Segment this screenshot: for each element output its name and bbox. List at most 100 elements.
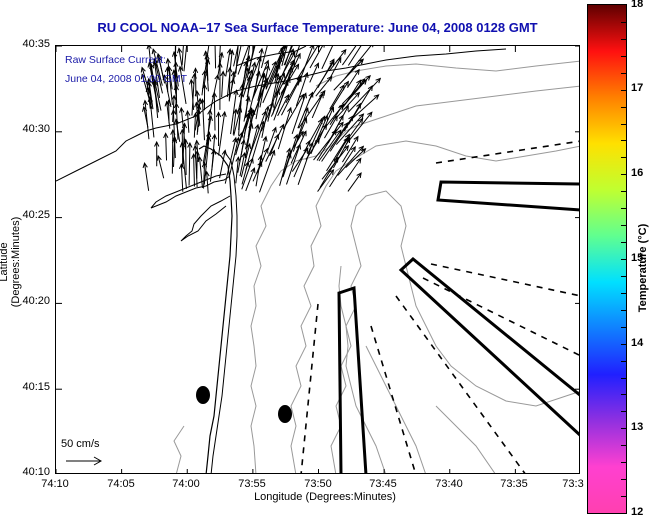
current-vector [260, 102, 274, 132]
transect-boxes [337, 180, 579, 473]
scale-arrow [66, 456, 103, 466]
current-vector-head [152, 61, 158, 68]
current-vector-head [270, 149, 276, 156]
xtick-label: 73:40 [435, 478, 463, 490]
current-vector-head [183, 138, 189, 145]
current-vector [193, 154, 195, 187]
current-vector-head [167, 65, 173, 72]
current-vector-head [356, 157, 362, 164]
current-vector-head [354, 91, 361, 98]
current-vector [281, 76, 302, 116]
colorbar-minor-tick [621, 106, 626, 108]
current-vector-head [173, 72, 179, 79]
current-vector [245, 123, 253, 150]
current-vector [317, 107, 334, 143]
colorbar-minor-tick [621, 38, 626, 40]
river-inlet-2 [180, 195, 231, 242]
current-vector [158, 56, 164, 80]
current-vector-head [197, 97, 203, 104]
current-vector-head [233, 89, 239, 96]
current-vector-head [171, 94, 177, 101]
colorbar-minor-tick [621, 225, 626, 227]
colorbar-label: Temperature (°C) [637, 223, 649, 313]
current-vector [267, 127, 277, 151]
x-axis-label: Longitude (Degrees:Minutes) [254, 491, 396, 503]
current-vector [196, 140, 199, 163]
current-vector-head [260, 73, 267, 80]
current-vector-head [298, 130, 304, 137]
current-vector-head [206, 131, 212, 138]
current-vector-head [276, 75, 282, 82]
current-vector-head [154, 140, 160, 147]
current-vector-head [328, 169, 335, 175]
current-vector-head [181, 122, 188, 129]
current-vector-head [238, 131, 244, 138]
colorbar-minor-tick [621, 445, 626, 447]
current-vector [225, 49, 231, 77]
current-vector [276, 59, 295, 96]
current-vector [273, 77, 290, 121]
colorbar-minor-tick [621, 242, 626, 244]
current-vector-head [179, 106, 185, 113]
current-vector-head [165, 57, 171, 64]
colorbar-minor-tick [621, 157, 626, 159]
current-vector [241, 161, 249, 185]
current-vector-head [314, 62, 320, 69]
current-vector-head [152, 57, 159, 65]
current-vector-head [140, 73, 146, 80]
current-vector [333, 137, 349, 163]
current-vector [232, 109, 237, 135]
colorbar-minor-tick [621, 479, 626, 481]
current-vector [342, 136, 359, 163]
current-vector [262, 64, 281, 104]
current-vector-head [271, 126, 277, 133]
transect-box-south [337, 285, 368, 473]
current-vector-head [166, 99, 172, 106]
current-vector-head [235, 156, 241, 163]
coastline-inner [210, 150, 238, 473]
current-vector [281, 46, 288, 66]
transect-box-north [436, 180, 579, 212]
current-vector [196, 98, 201, 135]
current-vector-head [344, 133, 351, 140]
current-vector-head [232, 136, 238, 143]
current-vector [219, 150, 226, 179]
current-vector-head [329, 106, 335, 113]
current-vector-head [356, 102, 362, 109]
current-vector-head [303, 71, 309, 78]
current-vector-head [156, 154, 162, 162]
current-vector [206, 110, 211, 145]
current-vectors [140, 46, 382, 194]
colorbar-tick: 17 [631, 82, 644, 94]
current-vector [233, 46, 239, 67]
current-vector-head [142, 99, 149, 106]
current-vector [228, 78, 235, 100]
current-vector [329, 85, 345, 110]
current-vector-head [275, 88, 281, 96]
xtick-label: 73:3 [562, 478, 584, 490]
current-vector-head [373, 94, 380, 100]
current-vector [199, 156, 204, 189]
current-vector [345, 158, 362, 181]
colorbar-minor-tick [621, 174, 626, 176]
current-vector [181, 46, 184, 66]
current-vector-head [299, 93, 305, 100]
current-vector-head [309, 46, 315, 50]
colorbar-minor-tick [621, 21, 626, 23]
current-vector [211, 134, 216, 171]
current-vector [259, 150, 275, 193]
bathymetry-contours [173, 60, 579, 473]
current-vector-head [245, 54, 251, 62]
current-vector-head [357, 117, 364, 124]
current-vector-head [146, 46, 152, 50]
current-vector-head [338, 104, 344, 111]
current-vector-head [247, 69, 253, 76]
current-vector [329, 104, 344, 125]
ytick-label: 40:10 [22, 466, 50, 478]
current-vector [267, 73, 279, 122]
current-vector [144, 163, 150, 191]
current-vector [285, 75, 302, 104]
current-vector-head [170, 129, 176, 135]
current-vector [174, 46, 177, 89]
current-vector-head [353, 135, 359, 142]
